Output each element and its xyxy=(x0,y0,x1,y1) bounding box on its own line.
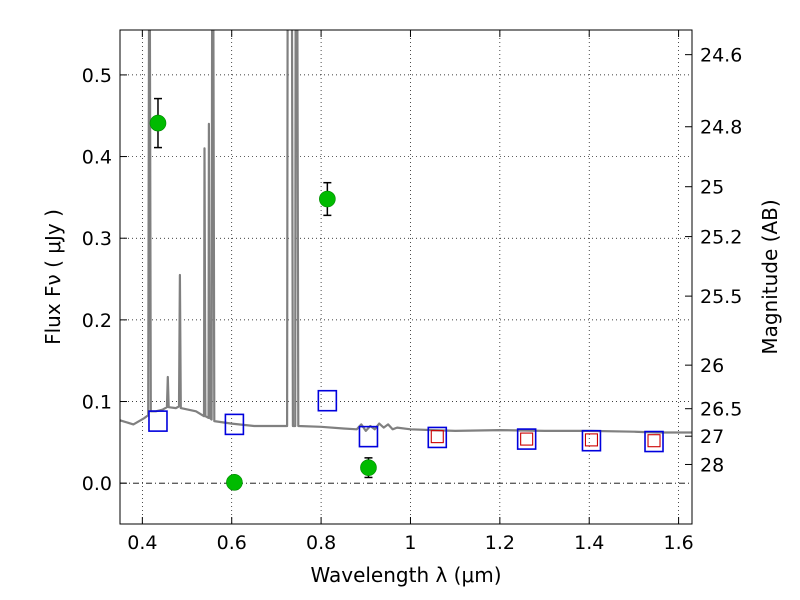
x-tick-label: 1.2 xyxy=(485,532,515,554)
spectrum-line xyxy=(120,30,692,434)
model-square-blue xyxy=(358,425,379,448)
y-tick-label: 0.4 xyxy=(82,147,112,169)
x-tick-label: 1.6 xyxy=(663,532,693,554)
y-tick-label: 0.2 xyxy=(82,310,112,332)
y-axis-title: Flux Fν ( μJy ) xyxy=(41,209,65,345)
model-square-red xyxy=(647,434,661,448)
mag-tick-label: 24.6 xyxy=(700,45,742,67)
x-axis-title: Wavelength λ (μm) xyxy=(310,563,501,587)
markers-layer xyxy=(148,97,664,491)
mag-tick-label: 24.8 xyxy=(700,117,742,139)
x-tick-label: 0.6 xyxy=(217,532,247,554)
mag-tick-label: 25 xyxy=(700,177,724,199)
y-tick-label: 0.5 xyxy=(82,65,112,87)
model-square-blue xyxy=(581,429,602,452)
y-tick-label: 0.0 xyxy=(82,473,112,495)
x-tick-label: 0.4 xyxy=(127,532,157,554)
model-square-blue xyxy=(317,389,338,412)
model-square-blue xyxy=(224,413,245,436)
y-tick-label: 0.1 xyxy=(82,392,112,414)
model-square-blue xyxy=(148,410,168,432)
mag-tick-label: 25.2 xyxy=(700,227,742,249)
mag-tick-label: 28 xyxy=(700,454,724,476)
mag-tick-label: 25.5 xyxy=(700,286,742,308)
photometry-point xyxy=(149,114,167,132)
plot-background xyxy=(120,30,692,524)
mag-tick-label: 27 xyxy=(700,426,724,448)
model-square-red xyxy=(520,432,534,446)
model-square-blue xyxy=(427,426,448,449)
plot-frame xyxy=(119,29,693,525)
model-square-red xyxy=(584,433,599,447)
x-tick-label: 1 xyxy=(404,532,416,554)
photometry-point xyxy=(319,190,336,208)
photometry-point xyxy=(226,474,243,491)
ticks-layer: 0.4 0.6 0.8 1 1.2 1.4 1.6 0.0 0.1 0.2 0.3 0.4 0.5 24.… xyxy=(82,30,742,554)
mag-tick-label: 26.5 xyxy=(700,399,742,421)
model-square-blue xyxy=(516,428,537,450)
y2-axis-title: Magnitude (AB) xyxy=(758,199,782,354)
mag-tick-label: 26 xyxy=(700,355,724,377)
spectrum-layer xyxy=(120,30,692,434)
x-tick-label: 1.4 xyxy=(574,532,604,554)
photometry-point xyxy=(360,459,377,476)
model-square-red xyxy=(430,430,444,444)
y-tick-label: 0.3 xyxy=(82,228,112,250)
x-tick-label: 0.8 xyxy=(306,532,336,554)
grid xyxy=(120,30,692,524)
model-square-blue xyxy=(644,430,664,453)
